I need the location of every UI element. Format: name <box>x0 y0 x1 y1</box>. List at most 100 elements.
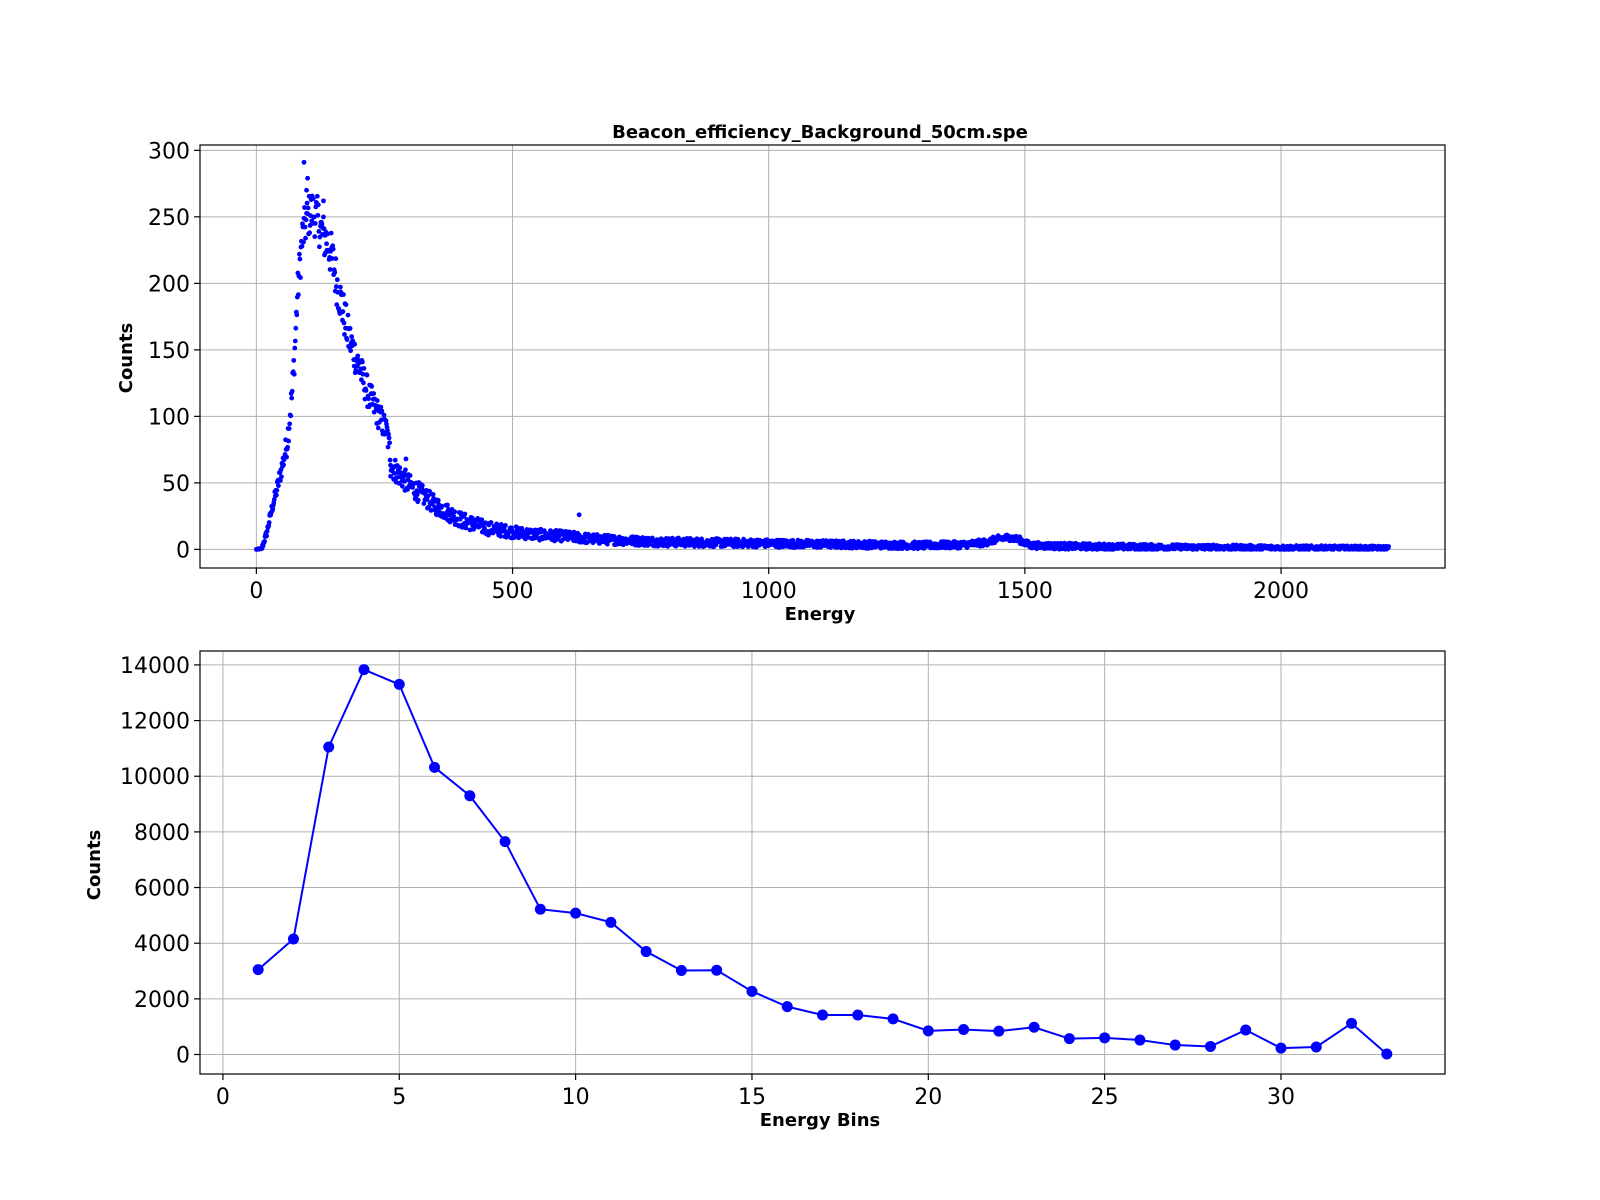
data-point <box>302 205 307 210</box>
data-point <box>360 359 365 365</box>
x-axis-ticks: 0 5 10 15 20 25 30 <box>216 1074 1295 1110</box>
data-point <box>479 517 485 523</box>
data-point <box>1058 540 1064 546</box>
data-point <box>488 520 494 525</box>
data-point <box>993 1025 1005 1037</box>
x-tick-label: 0 <box>216 1085 230 1110</box>
data-point <box>344 337 350 342</box>
data-point <box>264 528 270 534</box>
data-point <box>291 357 297 363</box>
data-point <box>429 761 441 773</box>
data-point <box>817 1009 828 1021</box>
plot-frame <box>199 144 1446 569</box>
data-point <box>399 483 405 489</box>
y-tick-label: 14000 <box>120 654 190 679</box>
data-point <box>605 916 617 928</box>
data-point <box>305 175 310 181</box>
data-point <box>325 231 330 237</box>
data-point <box>534 903 546 915</box>
data-point <box>675 964 687 976</box>
data-point <box>332 269 338 275</box>
x-axis-label: Energy <box>785 604 856 625</box>
data-point <box>294 312 300 318</box>
data-point <box>310 196 316 202</box>
grid <box>200 651 1445 1074</box>
data-point <box>288 413 294 419</box>
data-point <box>298 275 303 281</box>
data-point <box>462 511 468 517</box>
data-point <box>345 312 351 318</box>
data-point <box>311 214 317 220</box>
data-point <box>312 221 318 226</box>
data-point <box>451 513 457 519</box>
data-point <box>417 481 423 487</box>
data-point <box>381 412 387 418</box>
data-point <box>337 284 343 290</box>
data-point <box>279 474 284 480</box>
data-point <box>286 438 292 444</box>
data-point <box>274 487 280 493</box>
data-point <box>360 371 366 377</box>
data-point <box>289 395 295 401</box>
y-tick-label: 10000 <box>120 765 190 790</box>
y-axis-ticks: 0 50 100 150 200 250 300 <box>148 139 200 563</box>
data-point <box>1134 1034 1146 1046</box>
data-point <box>292 338 298 344</box>
data-point <box>341 320 347 326</box>
y-tick-label: 300 <box>148 139 190 164</box>
data-point <box>375 425 381 431</box>
data-point <box>1169 1039 1181 1051</box>
data-point <box>439 503 445 509</box>
data-point <box>316 244 322 250</box>
data-point <box>467 527 473 533</box>
data-point <box>347 326 353 331</box>
data-point <box>364 372 370 378</box>
data-point <box>1099 1032 1111 1044</box>
data-point <box>386 431 391 437</box>
data-point <box>266 520 272 525</box>
data-point <box>333 284 339 289</box>
data-point <box>425 493 431 499</box>
data-point <box>1240 1024 1252 1036</box>
data-point <box>292 345 298 351</box>
data-point <box>499 836 511 848</box>
data-point <box>293 325 299 331</box>
data-point <box>711 964 723 976</box>
data-point <box>297 251 302 257</box>
data-point <box>275 483 281 489</box>
x-tick-label: 2000 <box>1253 579 1309 604</box>
y-tick-label: 8000 <box>134 821 190 846</box>
data-point <box>342 332 347 337</box>
data-point <box>312 234 318 240</box>
data-point <box>343 302 349 308</box>
data-point <box>352 341 358 347</box>
data-point <box>1063 1033 1075 1045</box>
x-tick-label: 1000 <box>741 579 797 604</box>
data-point <box>286 426 292 431</box>
data-point <box>556 533 562 539</box>
data-point <box>746 985 758 997</box>
data-point <box>1310 1041 1322 1053</box>
data-point <box>781 1001 793 1013</box>
data-point <box>314 193 320 199</box>
data-point <box>457 516 463 522</box>
data-point <box>302 224 308 230</box>
data-point <box>304 200 310 206</box>
data-point <box>303 217 309 223</box>
data-point <box>329 256 335 261</box>
data-point <box>374 398 380 403</box>
data-point <box>369 383 375 389</box>
data-point <box>328 230 334 236</box>
x-tick-label: 0 <box>249 579 263 604</box>
x-axis-ticks: 0 500 1000 1500 2000 <box>249 568 1309 604</box>
data-point <box>289 388 295 394</box>
data-point <box>393 678 405 690</box>
data-point <box>287 421 293 427</box>
y-tick-label: 0 <box>176 1044 190 1069</box>
data-point <box>1028 1021 1040 1033</box>
data-point <box>435 497 441 503</box>
x-tick-label: 30 <box>1267 1085 1295 1110</box>
data-point <box>252 964 264 976</box>
data-point <box>570 907 582 919</box>
